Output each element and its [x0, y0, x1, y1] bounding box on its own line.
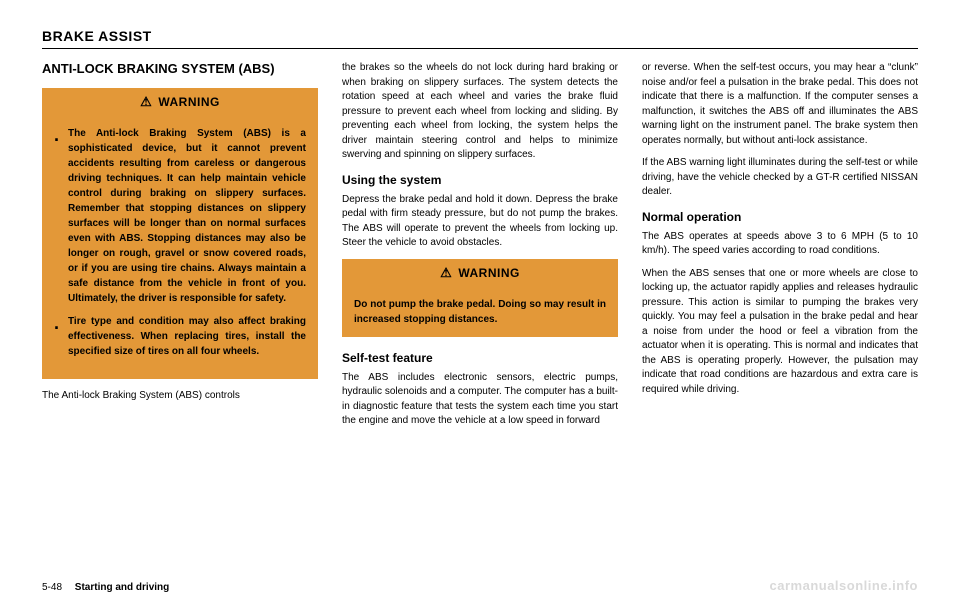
- column-3: or reverse. When the self-test occurs, y…: [642, 61, 918, 437]
- page-number: 5-48: [42, 582, 62, 593]
- warning-label: WARNING: [42, 88, 318, 116]
- column-2: the brakes so the wheels do not lock dur…: [342, 61, 618, 437]
- paragraph: Depress the brake pedal and hold it down…: [342, 193, 618, 251]
- paragraph: The ABS includes electronic sensors, ele…: [342, 371, 618, 429]
- page-footer: 5-48 Starting and driving: [42, 582, 169, 593]
- paragraph: or reverse. When the self-test occurs, y…: [642, 61, 918, 148]
- warning-label: WARNING: [342, 259, 618, 287]
- using-system-heading: Using the system: [342, 173, 618, 187]
- warning-body: The Anti-lock Braking System (ABS) is a …: [42, 116, 318, 379]
- column-layout: ANTI-LOCK BRAKING SYSTEM (ABS) WARNING T…: [42, 61, 918, 437]
- column-1: ANTI-LOCK BRAKING SYSTEM (ABS) WARNING T…: [42, 61, 318, 437]
- paragraph: The ABS operates at speeds above 3 to 6 …: [642, 230, 918, 259]
- paragraph: When the ABS senses that one or more whe…: [642, 267, 918, 398]
- paragraph: the brakes so the wheels do not lock dur…: [342, 61, 618, 163]
- normal-operation-heading: Normal operation: [642, 210, 918, 224]
- page-title: BRAKE ASSIST: [42, 28, 918, 49]
- abs-heading: ANTI-LOCK BRAKING SYSTEM (ABS): [42, 61, 318, 78]
- manual-page: BRAKE ASSIST ANTI-LOCK BRAKING SYSTEM (A…: [0, 0, 960, 611]
- warning-box-2: WARNING Do not pump the brake pedal. Doi…: [342, 259, 618, 337]
- self-test-heading: Self-test feature: [342, 351, 618, 365]
- warning-box-1: WARNING The Anti-lock Braking System (AB…: [42, 88, 318, 379]
- paragraph: If the ABS warning light illuminates dur…: [642, 156, 918, 200]
- warning-item: Tire type and condition may also affect …: [54, 314, 306, 359]
- warning-item: The Anti-lock Braking System (ABS) is a …: [54, 126, 306, 306]
- paragraph: The Anti-lock Braking System (ABS) contr…: [42, 389, 318, 404]
- section-name: Starting and driving: [75, 582, 169, 593]
- watermark: carmanualsonline.info: [770, 578, 918, 593]
- warning-body: Do not pump the brake pedal. Doing so ma…: [342, 287, 618, 337]
